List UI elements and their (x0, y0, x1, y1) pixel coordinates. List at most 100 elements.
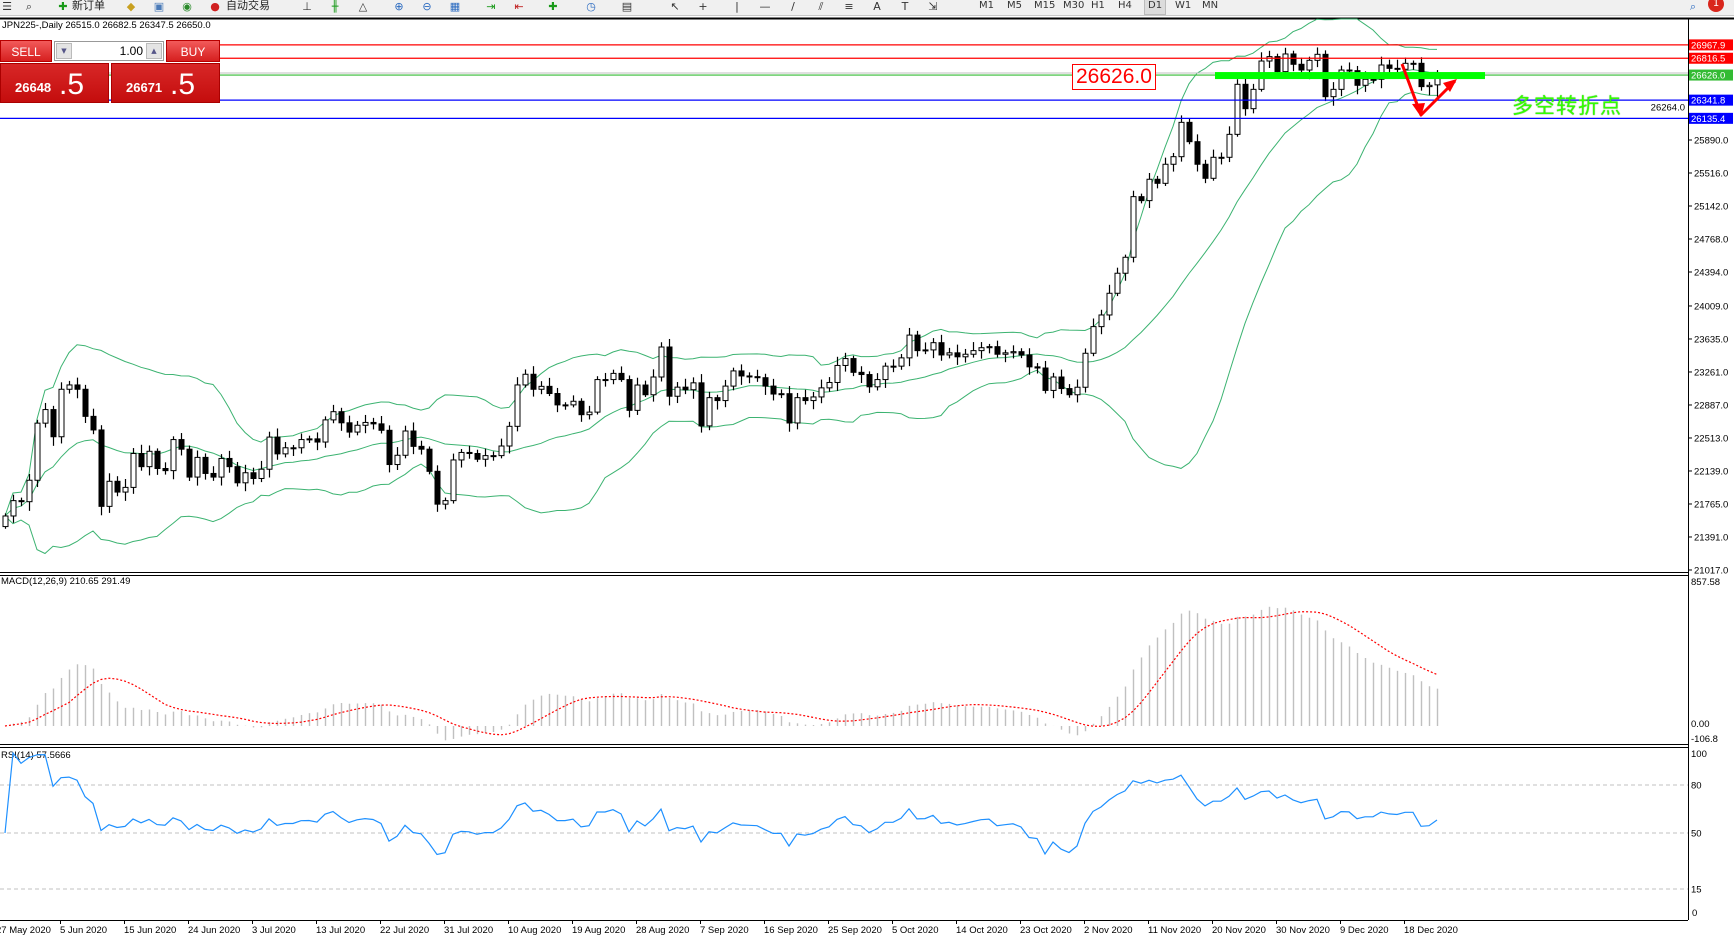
candle-body (1306, 59, 1313, 71)
lot-size-value[interactable]: 1.00 (119, 44, 143, 58)
cursor-icon[interactable]: ↖ (670, 0, 680, 13)
autoscroll-icon[interactable]: ⇤ (514, 0, 524, 13)
candle (266, 431, 273, 478)
candle-body (234, 466, 241, 484)
candle (1122, 254, 1129, 281)
zoom-out-icon[interactable]: ⊖ (422, 0, 432, 13)
timeframe-m15[interactable]: M15 (1034, 0, 1056, 11)
candlestick-icon[interactable]: ╫ (331, 0, 339, 13)
candle-body (1186, 121, 1193, 143)
candle-body (418, 445, 425, 450)
candle (1098, 309, 1105, 335)
candle (610, 369, 617, 385)
sell-button[interactable]: SELL (0, 40, 52, 62)
trendline-icon[interactable]: / (791, 0, 795, 13)
rsi-scale-top: 100 (1691, 749, 1707, 760)
candle-body (1074, 386, 1081, 396)
candle-body (1002, 352, 1009, 355)
candle (1082, 348, 1089, 393)
candle (962, 348, 969, 363)
lot-size-stepper[interactable]: ▼ 1.00 ▲ (54, 41, 164, 61)
horizontal-line-icon[interactable]: — (759, 0, 771, 13)
candle (1410, 60, 1417, 70)
arrows-icon[interactable]: ⇲ (928, 0, 938, 13)
candle (322, 416, 329, 448)
candle (42, 402, 49, 428)
timeframe-m30[interactable]: M30 (1063, 0, 1085, 11)
candle-body (1314, 53, 1321, 61)
candle-body (506, 425, 513, 447)
timeframe-h1[interactable]: H1 (1091, 0, 1105, 11)
timeframe-m1[interactable]: M1 (979, 0, 994, 11)
menu-icon[interactable]: ☰ (2, 0, 12, 13)
candle-body (1242, 83, 1249, 110)
candle (530, 366, 537, 397)
signal-icon[interactable]: ◉ (182, 0, 192, 13)
notification-badge[interactable]: 1 (1708, 0, 1724, 12)
timeframe-mn[interactable]: MN (1202, 0, 1219, 11)
candle (546, 377, 553, 397)
candle-body (930, 342, 937, 351)
new-order-icon[interactable]: ✚ (58, 0, 68, 13)
candle-body (1250, 88, 1257, 110)
date-label: 7 Sep 2020 (700, 925, 749, 936)
candle-body (706, 397, 713, 427)
equidistant-channel-icon[interactable]: ⫽ (818, 0, 824, 13)
candle-body (1274, 56, 1281, 73)
new-order-button[interactable]: 新订单 (72, 0, 105, 12)
history-icon[interactable]: ▣ (153, 0, 165, 13)
line-chart-icon[interactable]: △ (358, 0, 368, 13)
sell-price-button[interactable]: 26648 .5 (0, 63, 109, 103)
candle-body (202, 456, 209, 474)
bar-chart-icon[interactable]: ⊥ (302, 0, 312, 13)
timeframe-h4[interactable]: H4 (1118, 0, 1132, 11)
vertical-line-icon[interactable]: | (735, 0, 739, 13)
candle (586, 405, 593, 420)
candle (10, 494, 17, 523)
tile-windows-icon[interactable]: ▦ (449, 0, 461, 13)
candle (738, 364, 745, 385)
candle (826, 377, 833, 392)
auto-trading-icon[interactable]: ● (210, 0, 220, 13)
candle (1018, 348, 1025, 359)
text-icon[interactable]: A (873, 0, 881, 13)
decrease-lot-icon[interactable]: ▼ (56, 43, 72, 59)
candle (1234, 79, 1241, 137)
auto-trading-button[interactable]: 自动交易 (226, 0, 270, 12)
candle-body (450, 459, 457, 502)
timeframe-d1[interactable]: D1 (1144, 0, 1167, 15)
candle (810, 391, 817, 410)
fibonacci-icon[interactable]: ≡ (844, 0, 854, 13)
candle (434, 465, 441, 512)
candle-body (914, 334, 921, 352)
market-watch-icon[interactable]: ◆ (126, 0, 136, 13)
candle (162, 462, 169, 475)
indicators-icon[interactable]: ✚ (548, 0, 558, 13)
price-annotation-box[interactable]: 26626.0 (1072, 64, 1156, 90)
chart-shift-icon[interactable]: ⇥ (486, 0, 496, 13)
pivot-arrow-line (1400, 63, 1457, 117)
zoom-in-icon[interactable]: ⊕ (394, 0, 404, 13)
candle-body (394, 454, 401, 466)
candle (946, 347, 953, 359)
candle (490, 451, 497, 461)
timeframe-w1[interactable]: W1 (1175, 0, 1192, 11)
candle (426, 446, 433, 475)
candle-body (114, 480, 121, 493)
candle (874, 373, 881, 391)
buy-button[interactable]: BUY (166, 40, 220, 62)
timeframe-m5[interactable]: M5 (1007, 0, 1022, 11)
text-label-icon[interactable]: T (901, 0, 909, 13)
zoom-window-icon[interactable]: ⌕ (25, 0, 33, 13)
crosshair-icon[interactable]: + (698, 0, 708, 13)
search-icon[interactable]: ⌕ (1689, 0, 1697, 13)
pivot-annotation-text[interactable]: 多空转折点 (1512, 94, 1622, 118)
increase-lot-icon[interactable]: ▲ (146, 43, 162, 59)
date-label: 20 Nov 2020 (1212, 925, 1266, 936)
periods-icon[interactable]: ◷ (586, 0, 596, 13)
date-label: 15 Jun 2020 (124, 925, 176, 936)
templates-icon[interactable]: ▤ (621, 0, 633, 13)
buy-price-button[interactable]: 26671 .5 (111, 63, 220, 103)
candle (690, 377, 697, 399)
